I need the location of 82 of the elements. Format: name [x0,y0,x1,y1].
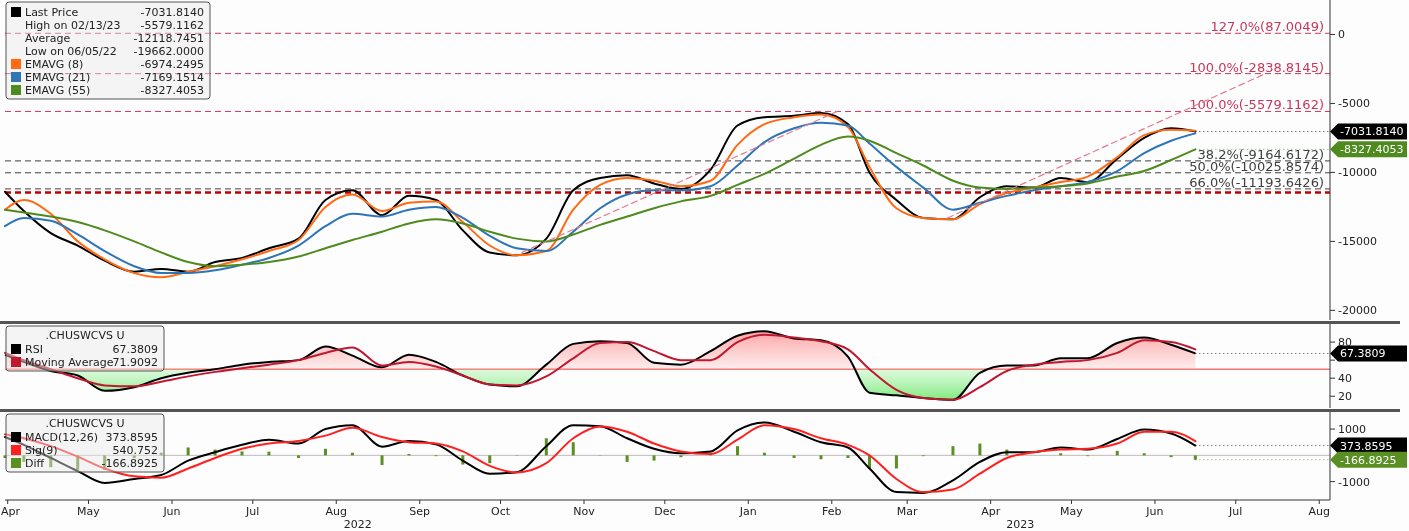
ref-line-label: 100.0%(-2838.8145) [1189,59,1324,75]
ref-line-label: 127.0%(87.0049) [1210,19,1324,35]
y-tick-label: -10000 [1338,166,1377,180]
legend-label: EMAVG (21) [25,71,91,84]
annotation: -8327.4053 [1340,143,1404,157]
y-tick-label: -5000 [1338,97,1370,111]
text: 2022 [343,518,372,531]
bar [1115,450,1119,456]
legend-label: Diff [25,457,45,470]
ref-line-label: 38.2%(-9164.6172) [1197,146,1324,162]
x-tick-label: Jun [1145,505,1164,518]
y-tick-label: 20 [1338,390,1352,404]
bar [894,455,898,469]
bar [323,448,327,456]
x-tick-label: Mar [896,505,919,518]
bar [3,455,7,458]
x-tick-label: May [77,505,101,518]
x-tick-label: Apr [981,505,1001,518]
legend-label: EMAVG (8) [25,58,84,71]
annotation: -166.8925 [1340,453,1397,467]
x-tick-label: Jul [245,505,260,518]
x-tick-label: Jan [738,505,757,518]
x-tick-label: Sep [409,505,431,518]
legend-label: EMAVG (55) [25,84,91,97]
annotation: 67.3809 [1340,347,1386,361]
y-tick-label: 0 [1338,28,1345,42]
bar [1059,453,1063,456]
y-tick-label: 40 [1338,372,1352,386]
x-tick-label: Jul [1228,505,1243,518]
annotation: -8327.4053 [140,84,204,97]
bar [736,446,740,456]
bar [297,455,301,458]
annotation: 540.752 [112,444,158,457]
annotation: High on 02/13/23 [25,19,121,32]
legend-label: Moving Average [25,356,114,369]
annotation: Average [25,32,71,45]
x-tick-label: Nov [573,505,596,518]
annotation: -7031.8140 [1340,125,1404,139]
x-tick-label: Apr [1,505,21,518]
legend-label: MACD(12,26) [25,431,99,444]
annotation: 373.8595 [1340,439,1393,453]
y-tick-label: -15000 [1338,235,1377,249]
annotation: Low on 06/05/22 [25,45,117,58]
annotation: -7169.1514 [140,71,204,84]
bar [819,455,823,460]
bar [571,442,575,456]
y-tick-label: 1000 [1338,423,1366,437]
x-tick-label: May [1060,505,1084,518]
bar [652,455,656,461]
bar [1142,453,1146,456]
annotation: -5579.1162 [140,19,204,32]
ref-line-label: 66.0%(-11193.6426) [1189,174,1324,190]
annotation: 373.8595 [105,431,158,444]
bar [978,443,982,456]
x-tick-label: Jun [162,505,181,518]
bar [951,446,955,456]
bar [488,455,492,464]
y-tick-label: -1000 [1338,475,1370,489]
y-tick-label: -20000 [1338,304,1377,318]
legend-title: .CHUSWCVS U [45,329,125,342]
annotation: -6974.2495 [140,58,204,71]
text: 2023 [1006,518,1035,531]
x-tick-label: Dec [654,505,676,518]
bar [380,455,384,466]
annotation: -7031.8140 [140,6,204,19]
x-tick-label: Feb [822,505,842,518]
legend-label: RSI [25,343,43,356]
bar [625,455,629,462]
annotation: 67.3809 [112,343,158,356]
x-tick-label: Aug [325,505,347,518]
legend-label: Last Price [25,6,79,19]
bar [240,451,244,456]
x-tick-label: Oct [491,505,511,518]
annotation: -19662.0000 [133,45,204,58]
annotation: 71.9092 [112,356,158,369]
x-tick-label: Aug [1308,505,1330,518]
ref-line-label: 100.0%(-5579.1162) [1189,97,1324,113]
bar [846,455,850,458]
legend-title: .CHUSWCVS U [45,417,125,430]
bar [186,447,190,456]
bar [792,455,796,458]
annotation: -12118.7451 [133,32,204,45]
